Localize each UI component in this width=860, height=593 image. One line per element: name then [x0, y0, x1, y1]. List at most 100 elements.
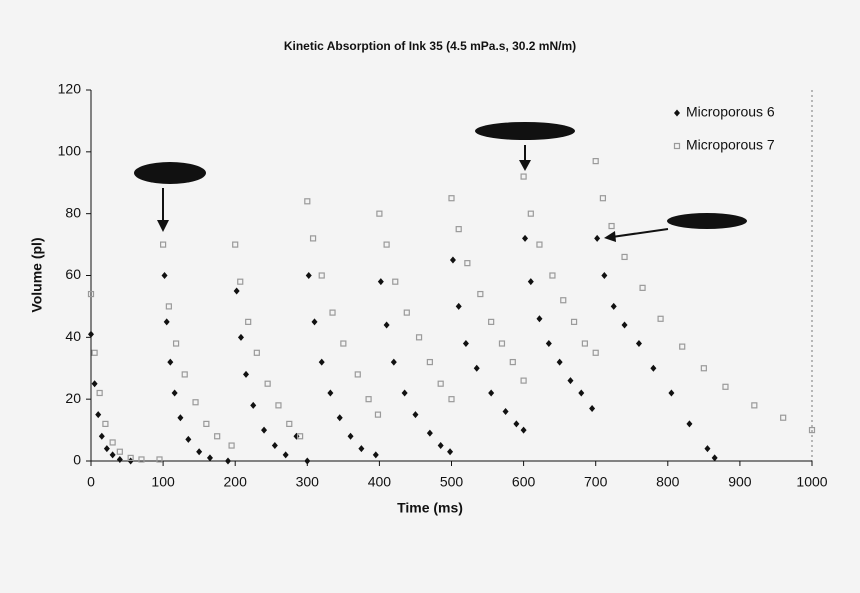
- point: [91, 349, 98, 356]
- point: [192, 399, 199, 406]
- x-tick-label: 700: [584, 474, 608, 490]
- point: [536, 315, 543, 323]
- x-tick-label: 0: [87, 474, 95, 490]
- point: [567, 377, 574, 385]
- x-axis-label: Time (ms): [397, 500, 463, 516]
- annotation-arrowhead: [157, 220, 169, 232]
- point: [449, 256, 456, 264]
- point: [513, 420, 520, 428]
- point: [700, 365, 707, 372]
- point: [228, 442, 235, 449]
- point: [347, 432, 354, 440]
- point: [527, 210, 534, 217]
- point: [327, 389, 334, 397]
- point: [592, 158, 599, 165]
- point: [455, 302, 462, 310]
- point: [98, 432, 105, 440]
- point: [358, 445, 365, 453]
- point: [336, 414, 343, 422]
- point: [473, 364, 480, 372]
- point: [177, 414, 184, 422]
- point: [206, 454, 213, 462]
- point: [426, 358, 433, 366]
- point: [172, 340, 180, 347]
- point: [392, 278, 399, 285]
- point: [245, 318, 252, 325]
- point: [657, 315, 664, 322]
- point: [167, 358, 174, 366]
- point: [264, 380, 271, 387]
- point: [87, 290, 95, 298]
- y-tick-label: 120: [58, 81, 82, 97]
- x-tick-label: 300: [296, 474, 320, 490]
- point: [127, 454, 134, 462]
- x-tick-label: 900: [728, 474, 752, 490]
- point: [296, 433, 304, 440]
- point: [372, 451, 379, 459]
- point: [621, 321, 628, 329]
- point: [635, 340, 642, 348]
- annotation-blob: [667, 213, 747, 229]
- point: [203, 420, 210, 427]
- point: [232, 241, 239, 248]
- point: [448, 396, 455, 403]
- point: [329, 309, 336, 316]
- point: [253, 349, 260, 356]
- point: [509, 358, 516, 366]
- point: [103, 445, 110, 453]
- point: [91, 380, 98, 388]
- point: [650, 364, 657, 372]
- point: [520, 173, 527, 180]
- point: [243, 370, 250, 378]
- point: [527, 278, 534, 286]
- point: [237, 278, 244, 285]
- x-tick-label: 200: [224, 474, 248, 490]
- point: [601, 272, 608, 279]
- point: [403, 309, 410, 316]
- point: [282, 451, 289, 459]
- point: [594, 234, 601, 242]
- point: [138, 456, 145, 463]
- point: [96, 389, 103, 397]
- point: [109, 451, 116, 459]
- point: [401, 389, 408, 397]
- point: [462, 340, 469, 348]
- point: [498, 340, 506, 347]
- point: [376, 210, 383, 217]
- point: [780, 414, 787, 421]
- point: [305, 272, 312, 279]
- point: [196, 448, 203, 456]
- point: [374, 411, 382, 418]
- annotation-blob: [134, 162, 206, 184]
- point: [250, 401, 257, 409]
- point: [237, 333, 244, 341]
- point: [488, 389, 495, 397]
- x-tick-label: 1000: [796, 474, 827, 490]
- point: [233, 287, 240, 295]
- point: [390, 358, 397, 366]
- point: [163, 318, 170, 326]
- y-tick-label: 0: [73, 452, 81, 468]
- point: [214, 433, 221, 440]
- point: [88, 330, 94, 338]
- point: [156, 456, 163, 463]
- point: [377, 278, 384, 286]
- point: [578, 389, 585, 397]
- x-tick-label: 400: [368, 474, 392, 490]
- point: [304, 457, 311, 465]
- y-tick-label: 80: [65, 204, 81, 220]
- legend-label: Microporous 7: [686, 137, 775, 153]
- point: [536, 241, 543, 248]
- point: [464, 260, 471, 267]
- point: [668, 389, 675, 397]
- point: [102, 420, 109, 427]
- point: [581, 340, 588, 347]
- point: [520, 426, 527, 434]
- point: [383, 241, 390, 248]
- point: [116, 448, 123, 455]
- point: [711, 454, 718, 462]
- point: [621, 253, 628, 261]
- point: [365, 396, 372, 403]
- point: [261, 426, 268, 434]
